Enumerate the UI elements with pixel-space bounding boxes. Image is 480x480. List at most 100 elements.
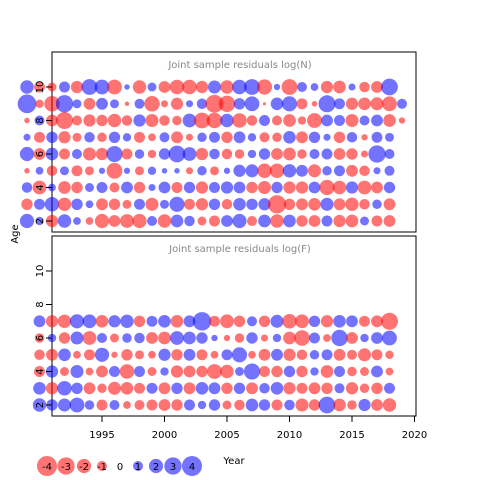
residual-bubble (222, 400, 232, 410)
residual-bubble (220, 314, 234, 329)
residual-bubble (183, 331, 196, 345)
residual-bubble (85, 183, 94, 192)
residual-bubble (382, 330, 397, 346)
residual-bubble (234, 333, 245, 343)
residual-bubble (383, 198, 396, 211)
residual-bubble (21, 198, 33, 210)
residual-bubble (34, 81, 45, 93)
residual-bubble (244, 79, 260, 95)
residual-bubble (184, 399, 195, 411)
residual-bubble (257, 163, 272, 179)
residual-bubble (333, 131, 346, 143)
residual-bubble (69, 314, 85, 329)
residual-bubble (258, 214, 271, 228)
residual-bubble (233, 164, 246, 177)
residual-bubble (196, 365, 208, 378)
residual-bubble (71, 382, 83, 394)
residual-bubble (283, 147, 296, 161)
residual-bubble (345, 382, 359, 395)
residual-bubble (33, 315, 46, 328)
residual-bubble (146, 332, 158, 344)
residual-bubble (192, 312, 212, 331)
residual-bubble (94, 213, 110, 229)
residual-bubble (323, 334, 331, 342)
residual-bubble (44, 197, 60, 212)
residual-bubble (232, 113, 247, 128)
bubbles-top (17, 78, 407, 229)
residual-bubble (334, 115, 345, 126)
residual-bubble (159, 132, 170, 143)
residual-bubble (32, 180, 47, 195)
residual-bubble (246, 332, 258, 344)
residual-bubble (333, 348, 346, 361)
residual-bubble (383, 215, 396, 227)
residual-bubble (183, 365, 196, 378)
residual-bubble (346, 132, 358, 143)
residual-bubble (233, 131, 246, 144)
residual-bubble (122, 133, 132, 142)
residual-bubble (171, 349, 183, 361)
residual-bubble (372, 199, 382, 210)
residual-bubble (357, 180, 372, 195)
residual-bubble (97, 383, 107, 394)
residual-bubble (281, 96, 298, 112)
residual-bubble (57, 398, 72, 412)
legend-bubble (148, 458, 164, 474)
residual-bubble (84, 349, 95, 361)
residual-bubble (58, 181, 71, 194)
residual-bubble (185, 167, 194, 175)
residual-bubble (296, 131, 308, 144)
residual-bubble (308, 215, 321, 227)
residual-bubble (194, 112, 210, 129)
residual-bubble (84, 400, 95, 410)
residual-bubble (283, 114, 296, 127)
residual-bubble (318, 396, 336, 414)
residual-bubble (73, 350, 81, 359)
residual-bubble (248, 350, 256, 359)
residual-bubble (246, 198, 258, 210)
residual-bubble (283, 331, 296, 345)
residual-bubble (158, 148, 171, 160)
residual-bubble (71, 181, 83, 194)
residual-bubble (108, 198, 121, 210)
residual-bubble (96, 198, 108, 211)
residual-bubble (160, 367, 169, 376)
residual-bubble (184, 215, 195, 227)
residual-bubble (183, 382, 196, 395)
residual-bubble (171, 382, 183, 394)
residual-bubble (160, 199, 169, 209)
residual-bubble (259, 383, 270, 394)
residual-bubble (345, 214, 359, 228)
y-tick-label: 2 (35, 218, 46, 224)
residual-bubble (360, 150, 369, 158)
x-tick-label: 2020 (402, 430, 427, 441)
residual-bubble (371, 349, 383, 361)
residual-bubble (96, 97, 108, 110)
residual-bubble (84, 132, 95, 143)
residual-bubble (271, 365, 283, 378)
residual-bubble (58, 332, 71, 344)
residual-bubble (195, 80, 209, 94)
residual-bubble (45, 382, 59, 395)
residual-bubble (195, 381, 209, 395)
residual-bubble (283, 214, 296, 228)
y-axis-top: 2 4 6 8 10 (35, 81, 52, 224)
residual-bubble (333, 314, 346, 328)
residual-bubble (220, 364, 234, 379)
legend-label: 1 (135, 462, 141, 473)
residual-bubble (111, 351, 118, 358)
residual-bubble (308, 382, 321, 395)
y-tick-label: 8 (35, 117, 46, 123)
residual-bubble (72, 149, 82, 159)
residual-bubble (320, 365, 334, 378)
residual-bubble (272, 333, 282, 343)
residual-bubble (233, 197, 246, 211)
residual-bubble (158, 399, 171, 411)
residual-bubble (161, 168, 168, 174)
residual-bubble (221, 215, 233, 227)
residual-bubble (321, 382, 333, 394)
residual-bubble (283, 382, 296, 395)
residual-bubble (371, 382, 383, 394)
residual-bubble (45, 315, 59, 328)
